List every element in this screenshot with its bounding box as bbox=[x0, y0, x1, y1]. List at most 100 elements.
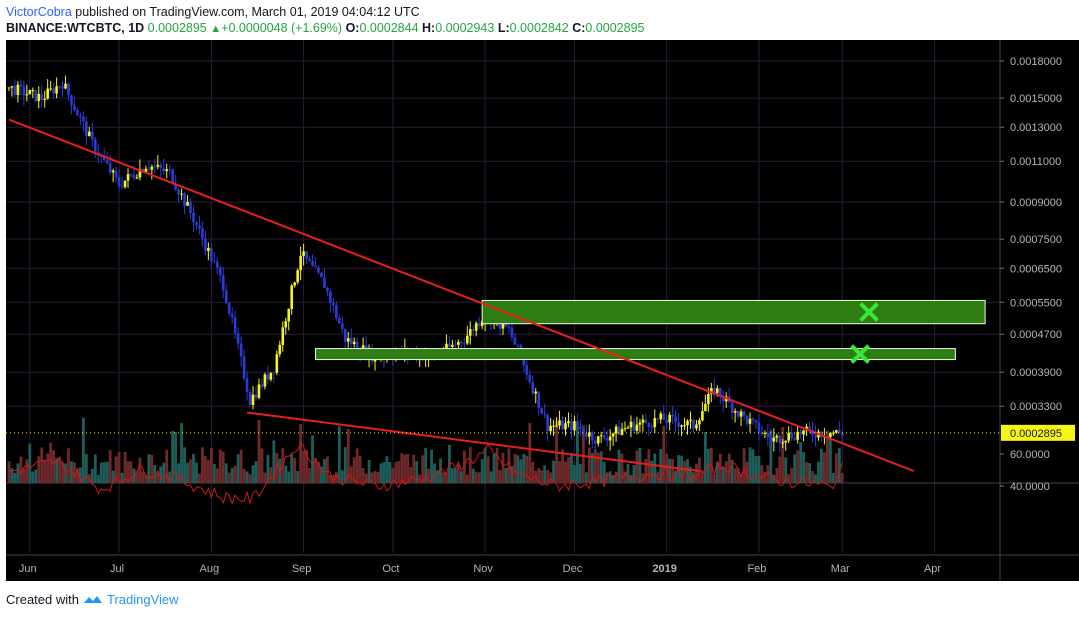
target-zone[interactable] bbox=[481, 299, 986, 325]
volume-bar bbox=[373, 470, 377, 483]
volume-bar bbox=[513, 453, 517, 483]
volume-bar bbox=[242, 468, 246, 483]
volume-bar bbox=[99, 462, 103, 483]
time-tick-label: Aug bbox=[200, 563, 220, 575]
volume-bar bbox=[340, 470, 344, 483]
volume-bar bbox=[840, 473, 844, 483]
volume-bar bbox=[153, 464, 157, 483]
volume-bar bbox=[328, 474, 332, 483]
candle-body bbox=[114, 170, 118, 177]
volume-bar bbox=[605, 472, 609, 483]
time-tick-label: Mar bbox=[831, 563, 850, 575]
candle-body bbox=[784, 440, 788, 443]
volume-bar bbox=[617, 449, 621, 483]
volume-bar bbox=[400, 453, 404, 483]
trendline[interactable] bbox=[246, 411, 700, 472]
volume-bar bbox=[311, 435, 314, 483]
candle-body bbox=[775, 435, 779, 438]
volume-bar bbox=[364, 473, 368, 483]
candle-body bbox=[22, 86, 26, 96]
candle-body bbox=[588, 432, 591, 437]
volume-bar bbox=[599, 451, 603, 483]
candle-body bbox=[221, 274, 225, 291]
candle-body bbox=[40, 93, 44, 100]
volume-bar bbox=[102, 462, 106, 483]
volume-bar bbox=[334, 472, 338, 483]
volume-bar bbox=[489, 471, 493, 483]
candle-body bbox=[599, 435, 603, 437]
rsi-tick-label: 40.0000 bbox=[1010, 481, 1050, 493]
author-link[interactable]: VictorCobra bbox=[6, 5, 72, 19]
volume-bar bbox=[165, 449, 169, 483]
price-tick-label: 0.0018000 bbox=[1010, 56, 1062, 68]
volume-bar bbox=[367, 460, 371, 483]
candle-body bbox=[659, 413, 663, 420]
candle-body bbox=[55, 86, 58, 94]
volume-bar bbox=[299, 423, 303, 483]
candle-body bbox=[186, 201, 189, 206]
candle-body bbox=[320, 272, 323, 278]
publish-line: VictorCobra published on TradingView.com… bbox=[6, 5, 420, 19]
candle-body bbox=[207, 247, 210, 251]
candle-body bbox=[227, 303, 231, 314]
volume-bar bbox=[647, 449, 651, 483]
volume-bar bbox=[183, 447, 186, 483]
volume-bar bbox=[775, 468, 779, 483]
candle-body bbox=[287, 308, 291, 322]
candle-body bbox=[647, 422, 651, 428]
candle-body bbox=[656, 418, 660, 420]
candle-body bbox=[305, 251, 308, 259]
candle-body bbox=[465, 335, 469, 344]
time-tick-label: Apr bbox=[924, 563, 941, 575]
symbol-label: BINANCE:WTCBTC, 1D bbox=[6, 21, 145, 35]
volume-bar bbox=[692, 472, 695, 483]
volume-bar bbox=[346, 429, 350, 483]
candle-body bbox=[171, 169, 174, 184]
volume-bar bbox=[564, 461, 567, 483]
volume-bar bbox=[781, 426, 785, 483]
volume-bar bbox=[561, 449, 564, 483]
volume-bar bbox=[412, 454, 416, 483]
candle-body bbox=[715, 388, 719, 394]
volume-bar bbox=[349, 466, 353, 483]
volume-bar bbox=[105, 461, 109, 483]
candle-body bbox=[626, 427, 630, 429]
candle-body bbox=[147, 168, 151, 170]
volume-bar bbox=[257, 420, 261, 483]
tradingview-link[interactable]: TradingView bbox=[106, 592, 179, 607]
candle-body bbox=[120, 186, 124, 188]
volume-bar bbox=[543, 465, 547, 483]
volume-bar bbox=[397, 461, 401, 483]
price-chart[interactable]: 0.0018000 0.0015000 0.0013000 0.0011000 0.00… bbox=[0, 40, 1079, 581]
candle-body bbox=[632, 421, 636, 431]
volume-bar bbox=[519, 459, 523, 483]
volume-bar bbox=[394, 462, 398, 483]
volume-bar bbox=[721, 466, 725, 483]
volume-bar bbox=[757, 455, 761, 483]
volume-bar bbox=[828, 432, 832, 483]
candle-body bbox=[808, 426, 811, 430]
candle-body bbox=[829, 433, 832, 437]
volume-bar bbox=[805, 462, 808, 483]
trendline[interactable] bbox=[8, 118, 915, 472]
candle-body bbox=[257, 384, 261, 398]
volume-bar bbox=[823, 452, 826, 483]
price-tick-label: 0.0005500 bbox=[1010, 297, 1062, 309]
up-triangle-icon: ▲ bbox=[210, 23, 222, 35]
volume-bar bbox=[236, 454, 240, 483]
candle-body bbox=[531, 382, 535, 394]
candle-body bbox=[108, 163, 112, 173]
volume-bar bbox=[67, 448, 70, 483]
volume-bar bbox=[254, 461, 258, 483]
candle-body bbox=[576, 421, 579, 427]
last-price: 0.0002895 bbox=[147, 21, 207, 35]
price-tick-label: 0.0009000 bbox=[1010, 197, 1062, 209]
volume-bar bbox=[230, 467, 234, 483]
target-zone[interactable] bbox=[315, 348, 956, 361]
volume-bar bbox=[421, 455, 425, 483]
candle-body bbox=[832, 432, 835, 434]
candle-body bbox=[769, 437, 773, 442]
candle-body bbox=[760, 432, 764, 434]
volume-bar bbox=[763, 472, 767, 483]
volume-bar bbox=[215, 468, 219, 483]
